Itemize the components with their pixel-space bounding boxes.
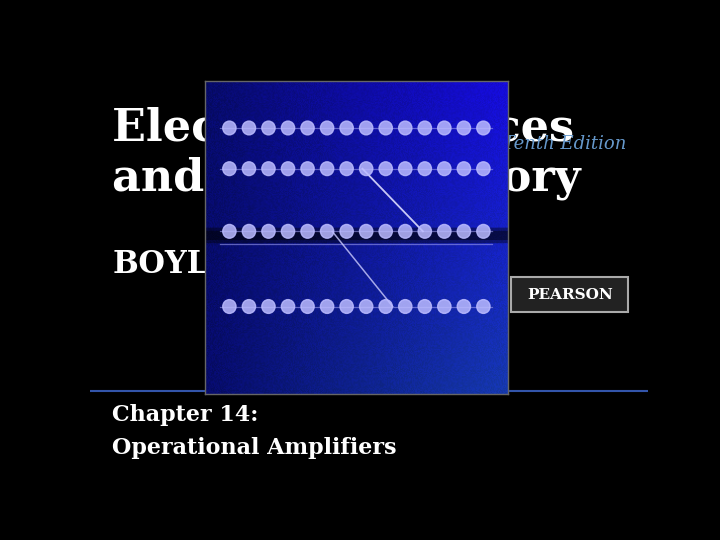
Circle shape [320,121,334,135]
FancyBboxPatch shape [511,277,629,312]
Text: and Circuit Theory: and Circuit Theory [112,156,581,200]
Circle shape [457,121,471,135]
Circle shape [301,225,314,238]
Text: Operational Amplifiers: Operational Amplifiers [112,437,397,459]
Circle shape [438,300,451,313]
Circle shape [282,121,294,135]
Circle shape [340,300,354,313]
Circle shape [399,300,412,313]
Circle shape [242,300,256,313]
Circle shape [340,162,354,176]
Circle shape [222,162,236,176]
Circle shape [320,225,334,238]
Circle shape [320,162,334,176]
Circle shape [477,225,490,238]
Circle shape [301,162,314,176]
Circle shape [477,162,490,176]
Circle shape [418,300,431,313]
Circle shape [282,162,294,176]
Circle shape [438,121,451,135]
Circle shape [477,121,490,135]
Text: Tenth Edition: Tenth Edition [503,136,626,153]
Circle shape [262,225,275,238]
Circle shape [282,225,294,238]
Circle shape [242,121,256,135]
Circle shape [320,300,334,313]
Text: BOYLESTAD: BOYLESTAD [112,249,325,280]
Circle shape [340,225,354,238]
Circle shape [282,300,294,313]
Circle shape [379,121,392,135]
Text: Electronic Devices: Electronic Devices [112,106,575,150]
Circle shape [262,300,275,313]
Circle shape [438,162,451,176]
Circle shape [438,225,451,238]
Circle shape [379,225,392,238]
Circle shape [359,121,373,135]
Circle shape [418,225,431,238]
Text: Chapter 14:: Chapter 14: [112,404,258,426]
Circle shape [359,300,373,313]
Text: PEARSON: PEARSON [527,287,613,301]
Circle shape [222,225,236,238]
Circle shape [477,300,490,313]
Circle shape [457,225,471,238]
Circle shape [457,300,471,313]
Circle shape [399,121,412,135]
Circle shape [399,225,412,238]
Circle shape [242,225,256,238]
Circle shape [340,121,354,135]
Circle shape [242,162,256,176]
Circle shape [379,300,392,313]
Circle shape [359,162,373,176]
Circle shape [418,162,431,176]
Circle shape [222,300,236,313]
Circle shape [457,162,471,176]
Circle shape [262,121,275,135]
Circle shape [399,162,412,176]
Circle shape [301,121,314,135]
Circle shape [418,121,431,135]
Circle shape [379,162,392,176]
Circle shape [222,121,236,135]
Circle shape [301,300,314,313]
Circle shape [262,162,275,176]
Circle shape [359,225,373,238]
